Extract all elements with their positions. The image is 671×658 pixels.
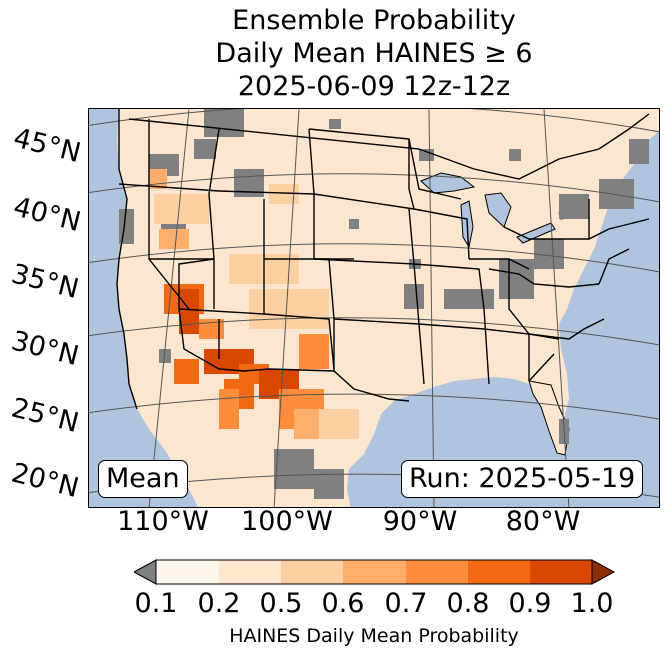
- colorbar-tick-6: 0.9: [508, 588, 552, 619]
- colorbar-tick-7: 1.0: [570, 588, 614, 619]
- title-line-2: Daily Mean HAINES ≥ 6: [215, 38, 533, 69]
- lat-label-45: 45°N: [10, 122, 84, 170]
- map-canvas: [89, 109, 659, 507]
- colorbar-tick-0: 0.1: [134, 588, 178, 619]
- mean-label-box: Mean: [98, 460, 188, 498]
- colorbar-bin-5: [406, 560, 468, 584]
- colorbar-tick-5: 0.8: [446, 588, 490, 619]
- colorbar-bin-3: [281, 560, 343, 584]
- title-line-1: Ensemble Probability: [232, 5, 516, 36]
- colorbar-tick-2: 0.5: [259, 588, 303, 619]
- lon-label-90: 90°W: [382, 506, 458, 537]
- map-panel: [88, 108, 660, 508]
- colorbar-over-arrow: [591, 559, 616, 585]
- colorbar-bin-6: [468, 560, 530, 584]
- colorbar-tick-4: 0.7: [384, 588, 428, 619]
- run-date-box: Run: 2025-05-19: [401, 460, 644, 498]
- lon-label-110: 110°W: [117, 506, 209, 537]
- lat-label-30: 30°N: [8, 325, 82, 373]
- lat-label-35: 35°N: [8, 258, 82, 306]
- title-line-3: 2025-06-09 12z-12z: [237, 71, 511, 102]
- colorbar-bin-7: [530, 560, 592, 584]
- lon-label-80: 80°W: [505, 506, 581, 537]
- colorbar-label: HAINES Daily Mean Probability: [229, 625, 519, 647]
- lon-label-100: 100°W: [241, 506, 333, 537]
- colorbar-bin-4: [343, 560, 406, 584]
- map-title: Ensemble Probability Daily Mean HAINES ≥…: [88, 4, 660, 103]
- colorbar-tick-1: 0.2: [197, 588, 241, 619]
- colorbar: [134, 559, 616, 585]
- land-baja: [147, 371, 197, 447]
- lat-label-20: 20°N: [8, 457, 82, 505]
- colorbar-bin-2: [219, 560, 281, 584]
- colorbar-tick-3: 0.6: [321, 588, 365, 619]
- lat-label-40: 40°N: [10, 191, 84, 239]
- lat-label-25: 25°N: [8, 392, 82, 440]
- colorbar-bin-1: [156, 560, 219, 584]
- state-borders: [116, 109, 650, 410]
- colorbar-under-arrow: [134, 559, 157, 585]
